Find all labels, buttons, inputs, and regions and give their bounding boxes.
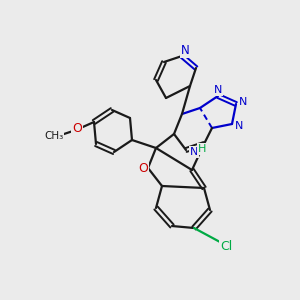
Text: N: N (181, 44, 189, 58)
Text: N: N (214, 85, 222, 95)
Text: N: N (239, 97, 247, 107)
Text: Cl: Cl (220, 241, 232, 254)
Text: H: H (198, 144, 206, 154)
Text: CH₃: CH₃ (44, 131, 64, 141)
Text: N: N (190, 147, 198, 157)
Text: N: N (235, 121, 243, 131)
Text: O: O (138, 163, 148, 176)
Text: O: O (72, 122, 82, 136)
